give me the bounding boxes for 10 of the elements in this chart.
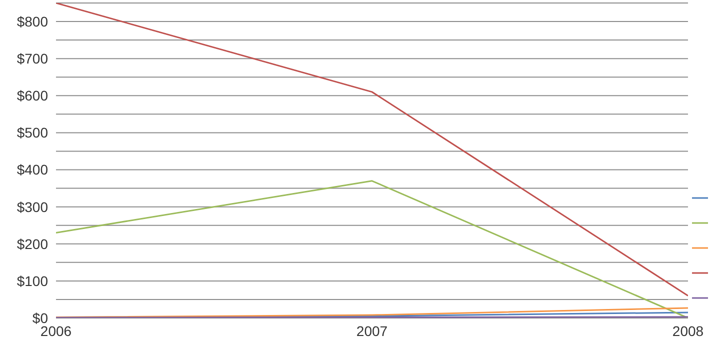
y-tick-label: $500: [16, 124, 48, 141]
x-tick-label: 2007: [356, 322, 388, 339]
y-tick-label: $200: [16, 236, 48, 252]
x-tick-label: 2008: [672, 322, 704, 339]
y-tick-label: $800: [16, 14, 48, 30]
y-tick-label: $100: [16, 272, 48, 289]
y-tick-label: $700: [16, 50, 48, 67]
y-tick-label: $300: [16, 198, 48, 215]
y-tick-label: $600: [16, 88, 48, 104]
y-tick-label: $400: [16, 162, 48, 178]
